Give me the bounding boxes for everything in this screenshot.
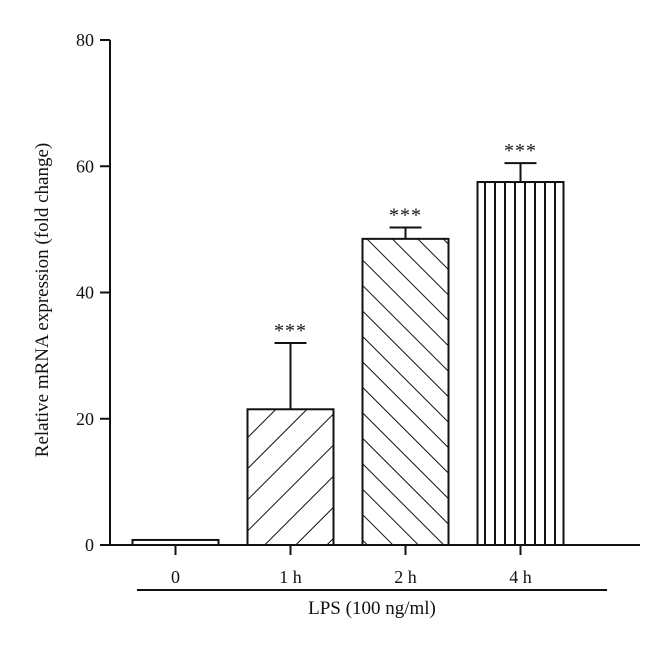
bar-1 [246,408,335,546]
x-axis-title: LPS (100 ng/ml) [308,598,436,619]
bar-2 [361,237,450,546]
x-tick-label-2: 2 h [394,567,417,587]
error-bars [274,162,537,410]
bar-3 [476,181,565,546]
y-axis-title: Relative mRNA expression (fold change) [32,143,53,457]
x-tick-label-3: 4 h [509,567,532,587]
x-tick-label-0: 0 [171,567,180,587]
x-axis: 0 1 h 2 h 4 h [110,544,640,591]
bar-0 [131,538,220,547]
significance-label-1: *** [274,320,307,342]
y-tick-label-4: 80 [76,30,94,50]
y-tick-label-3: 60 [76,156,94,176]
significance-label-3: *** [504,140,537,162]
y-axis: 0 20 40 60 80 [76,30,111,555]
significance-label-2: *** [389,204,422,226]
y-tick-label-0: 0 [85,535,94,555]
significance-annotations: *** *** *** [274,140,537,342]
y-tick-label-2: 40 [76,283,94,303]
bars [131,181,565,547]
y-tick-label-1: 20 [76,409,94,429]
x-tick-label-1: 1 h [279,567,302,587]
